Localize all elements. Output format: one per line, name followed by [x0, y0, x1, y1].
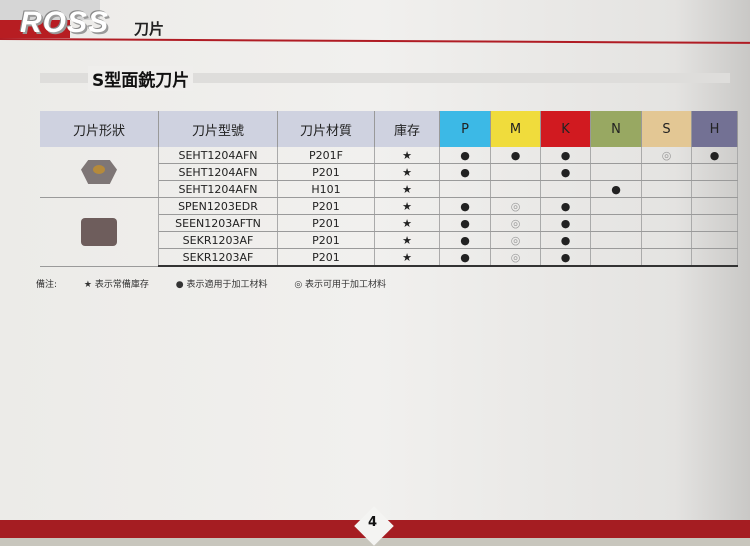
material-mark-cell: ◎	[490, 214, 541, 232]
material-mark-cell	[691, 180, 738, 198]
table-row: SEHT1204AFN H101 ★ ●	[40, 180, 738, 198]
column-header: H	[691, 111, 738, 147]
insert-image-square	[81, 217, 117, 246]
model-cell: SEHT1204AFN	[158, 180, 278, 198]
model-cell: SEHT1204AFN	[158, 163, 278, 181]
material-mark-cell: ●	[439, 147, 491, 164]
material-mark-cell: ●	[691, 147, 738, 164]
model-cell: SEKR1203AF	[158, 248, 278, 267]
material-mark-cell	[490, 180, 541, 198]
title-bar	[40, 73, 730, 83]
material-cell: P201	[277, 163, 375, 181]
insert-table: 刀片形狀 刀片型號 刀片材質 庫存 P M K N S H SEHT1204AFN P201F ★ ● ●…	[40, 111, 738, 267]
model-cell: SEHT1204AFN	[158, 147, 278, 164]
material-mark-cell	[641, 231, 692, 249]
material-mark-cell	[691, 231, 738, 249]
stock-cell: ★	[374, 197, 440, 215]
material-mark-cell: ●	[439, 197, 491, 215]
material-cell: P201	[277, 231, 375, 249]
material-mark-cell: ●	[439, 231, 491, 249]
column-header: 刀片型號	[158, 111, 278, 147]
material-mark-cell: ●	[540, 248, 591, 267]
stock-cell: ★	[374, 147, 440, 164]
model-cell: SPEN1203EDR	[158, 197, 278, 215]
stock-cell: ★	[374, 248, 440, 267]
material-mark-cell	[641, 163, 692, 181]
material-mark-cell	[691, 214, 738, 232]
logo-subtitle: 刀片	[134, 20, 165, 38]
material-mark-cell: ●	[540, 163, 591, 181]
column-header: P	[439, 111, 491, 147]
material-mark-cell: ◎	[490, 248, 541, 267]
table-row: SEEN1203AFTN P201 ★ ● ◎ ●	[40, 214, 738, 232]
material-cell: P201	[277, 197, 375, 215]
material-cell: P201F	[277, 147, 375, 164]
material-mark-cell: ◎	[641, 147, 692, 164]
top-red-band	[0, 20, 70, 38]
material-mark-cell	[641, 197, 692, 215]
material-mark-cell: ◎	[490, 231, 541, 249]
material-mark-cell: ◎	[490, 197, 541, 215]
material-mark-cell: ●	[439, 248, 491, 267]
material-mark-cell	[691, 163, 738, 181]
material-mark-cell: ●	[540, 214, 591, 232]
stock-cell: ★	[374, 214, 440, 232]
material-mark-cell	[691, 197, 738, 215]
material-mark-cell: ●	[439, 163, 491, 181]
table-row: SEHT1204AFN P201 ★ ● ●	[40, 163, 738, 181]
ross-logo: ROSS	[20, 6, 110, 39]
table-row: SPEN1203EDR P201 ★ ● ◎ ●	[40, 197, 738, 267]
material-mark-cell: ●	[439, 214, 491, 232]
notes-label: 備注:	[36, 280, 58, 290]
material-mark-cell	[641, 214, 692, 232]
material-mark-cell	[641, 248, 692, 267]
material-mark-cell	[691, 248, 738, 267]
material-mark-cell	[590, 147, 642, 164]
material-mark-cell: ●	[540, 197, 591, 215]
column-header: K	[540, 111, 591, 147]
page-number: 4	[368, 515, 378, 530]
stock-cell: ★	[374, 163, 440, 181]
material-mark-cell: ●	[490, 147, 541, 164]
material-mark-cell	[490, 163, 541, 181]
material-mark-cell: ●	[540, 231, 591, 249]
insert-shape-cell	[40, 147, 159, 198]
material-mark-cell	[590, 231, 642, 249]
material-mark-cell	[590, 248, 642, 267]
column-header: M	[490, 111, 541, 147]
model-cell: SEEN1203AFTN	[158, 214, 278, 232]
note-star: ★ 表示常備庫存	[83, 280, 149, 290]
table-row: SEHT1204AFN P201F ★ ● ● ● ◎ ●	[40, 147, 738, 198]
material-mark-cell	[641, 180, 692, 198]
column-header: 庫存	[374, 111, 440, 147]
note-ring: ◎ 表示可用于加工材料	[294, 280, 387, 290]
column-header: 刀片材質	[277, 111, 375, 147]
header-rule	[0, 38, 750, 44]
insert-shape-cell	[40, 197, 159, 267]
top-gray-band	[0, 0, 100, 20]
material-mark-cell: ●	[590, 180, 642, 198]
table-row: SEKR1203AF P201 ★ ● ◎ ●	[40, 231, 738, 249]
model-cell: SEKR1203AF	[158, 231, 278, 249]
material-mark-cell	[540, 180, 591, 198]
material-mark-cell	[439, 180, 491, 198]
note-dot: ● 表示適用于加工材料	[175, 280, 268, 290]
table-row: SEKR1203AF P201 ★ ● ◎ ●	[40, 248, 738, 267]
material-mark-cell	[590, 197, 642, 215]
column-header: 刀片形狀	[40, 111, 159, 147]
stock-cell: ★	[374, 231, 440, 249]
column-header: S	[641, 111, 692, 147]
material-cell: P201	[277, 248, 375, 267]
insert-image-seht	[81, 160, 117, 184]
material-mark-cell	[590, 163, 642, 181]
material-mark-cell	[590, 214, 642, 232]
material-cell: H101	[277, 180, 375, 198]
stock-cell: ★	[374, 180, 440, 198]
column-header: N	[590, 111, 642, 147]
page-title: S型面銑刀片	[88, 66, 194, 91]
legend-notes: 備注: ★ 表示常備庫存 ● 表示適用于加工材料 ◎ 表示可用于加工材料	[36, 277, 410, 290]
material-cell: P201	[277, 214, 375, 232]
material-mark-cell: ●	[540, 147, 591, 164]
